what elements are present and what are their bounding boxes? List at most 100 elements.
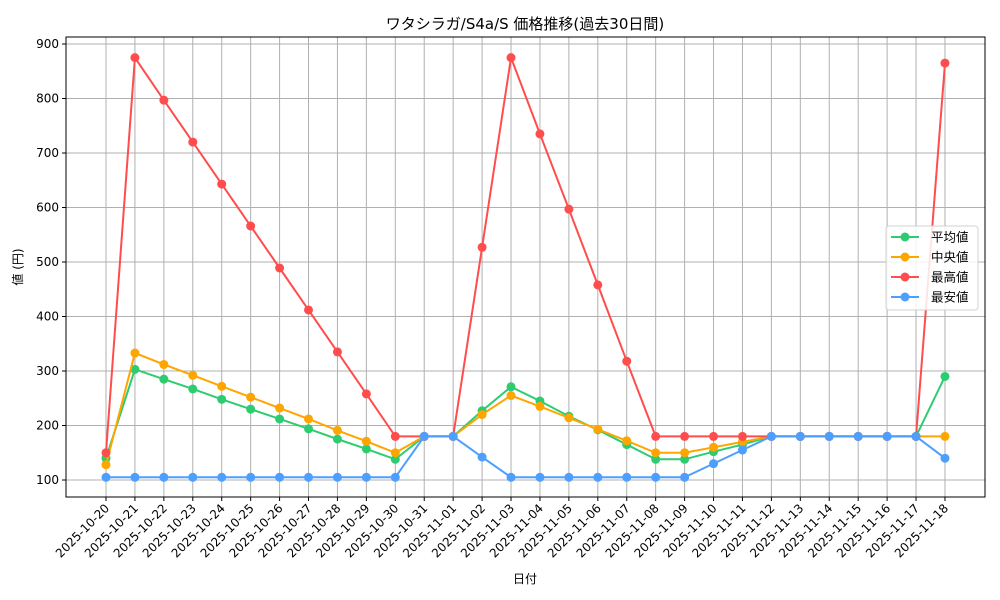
data-point <box>188 137 198 147</box>
data-point <box>304 472 314 482</box>
data-point <box>159 95 169 105</box>
data-point <box>159 359 169 369</box>
data-point <box>882 431 892 441</box>
data-point <box>332 425 342 435</box>
legend-label: 最高値 <box>931 270 969 285</box>
data-point <box>535 401 545 411</box>
x-axis-label: 日付 <box>513 572 537 586</box>
legend-marker-icon <box>900 272 910 282</box>
data-point <box>188 472 198 482</box>
data-point <box>709 459 719 469</box>
data-point <box>304 424 314 434</box>
data-point <box>275 414 285 424</box>
y-tick-label: 700 <box>36 146 59 160</box>
data-point <box>824 431 834 441</box>
data-point <box>390 472 400 482</box>
data-point <box>332 434 342 444</box>
data-point <box>275 472 285 482</box>
x-axis-ticks: 2025-10-202025-10-212025-10-222025-10-23… <box>53 497 951 560</box>
data-point <box>361 444 371 454</box>
data-point <box>361 389 371 399</box>
data-point <box>130 364 140 374</box>
data-point <box>101 460 111 470</box>
data-point <box>188 384 198 394</box>
y-tick-label: 100 <box>36 473 59 487</box>
data-point <box>622 472 632 482</box>
data-point <box>361 472 371 482</box>
data-point <box>419 431 429 441</box>
data-point <box>940 58 950 68</box>
data-point <box>477 452 487 462</box>
data-point <box>535 129 545 139</box>
data-point <box>564 413 574 423</box>
data-point <box>593 280 603 290</box>
data-point <box>795 431 805 441</box>
data-point <box>940 453 950 463</box>
data-point <box>246 404 256 414</box>
plot-area-frame <box>65 36 986 498</box>
series-line <box>101 53 950 458</box>
data-point <box>246 472 256 482</box>
data-point <box>651 448 661 458</box>
data-point <box>680 454 690 464</box>
series-line <box>101 364 950 464</box>
data-point <box>246 392 256 402</box>
data-point <box>680 448 690 458</box>
data-point <box>217 394 227 404</box>
data-point <box>506 53 516 63</box>
legend-label: 平均値 <box>931 230 969 245</box>
data-point <box>593 472 603 482</box>
data-point <box>940 371 950 381</box>
grid-lines <box>66 37 985 497</box>
y-tick-label: 800 <box>36 92 59 106</box>
data-point <box>766 431 776 441</box>
y-tick-label: 900 <box>36 37 59 51</box>
data-point <box>304 414 314 424</box>
data-point <box>651 454 661 464</box>
data-point <box>217 381 227 391</box>
data-point <box>593 424 603 434</box>
data-point <box>680 431 690 441</box>
data-point <box>390 448 400 458</box>
data-point <box>709 431 719 441</box>
series-line <box>101 431 950 482</box>
data-point <box>217 472 227 482</box>
data-point <box>940 431 950 441</box>
data-point <box>709 442 719 452</box>
legend-marker-icon <box>900 252 910 262</box>
data-point <box>506 472 516 482</box>
data-point <box>622 436 632 446</box>
data-point <box>622 356 632 366</box>
data-point <box>477 242 487 252</box>
y-tick-label: 200 <box>36 419 59 433</box>
data-point <box>275 403 285 413</box>
data-point <box>390 431 400 441</box>
data-point <box>506 391 516 401</box>
data-point <box>535 472 545 482</box>
data-point <box>304 305 314 315</box>
data-point <box>159 472 169 482</box>
data-point <box>853 431 863 441</box>
legend-label: 中央値 <box>931 250 969 265</box>
series-line <box>101 348 950 470</box>
data-series <box>101 53 950 482</box>
data-point <box>101 448 111 458</box>
data-point <box>651 431 661 441</box>
data-point <box>911 431 921 441</box>
y-axis-ticks: 100 200 300 400 500 600 700 800 900 <box>36 37 66 487</box>
data-point <box>188 370 198 380</box>
data-point <box>448 431 458 441</box>
y-tick-label: 400 <box>36 310 59 324</box>
legend-label: 最安値 <box>931 290 969 305</box>
data-point <box>737 445 747 455</box>
data-point <box>275 263 285 273</box>
data-point <box>361 436 371 446</box>
data-point <box>506 382 516 392</box>
y-tick-label: 500 <box>36 255 59 269</box>
data-point <box>390 454 400 464</box>
legend-marker-icon <box>900 232 910 242</box>
data-point <box>564 472 574 482</box>
chart-title: ワタシラガ/S4a/S 価格推移(過去30日間) <box>386 15 664 33</box>
